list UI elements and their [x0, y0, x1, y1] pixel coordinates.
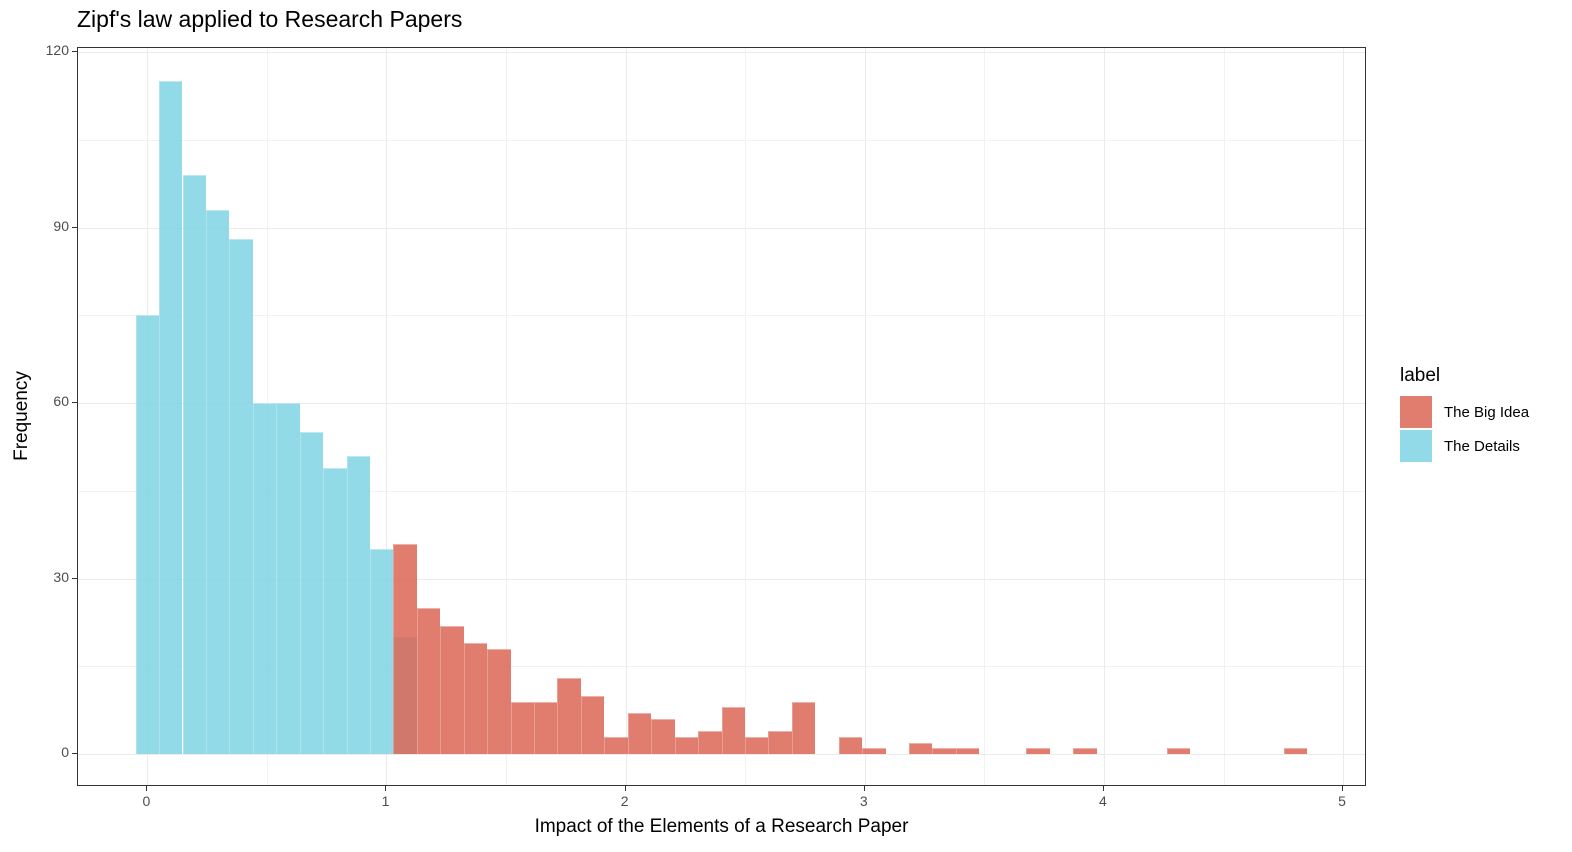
grid-line-minor [984, 48, 986, 785]
histogram-bar [651, 719, 675, 755]
histogram-bar [909, 742, 933, 755]
x-tick-label: 3 [859, 793, 868, 809]
x-tick-mark [1342, 786, 1344, 791]
histogram-bar [299, 432, 324, 755]
grid-line [78, 52, 1365, 54]
grid-line [1103, 48, 1105, 785]
y-tick-label: 60 [53, 393, 69, 410]
x-tick-label: 2 [620, 793, 629, 809]
histogram-bar [1026, 748, 1050, 755]
histogram-bar [1073, 748, 1097, 755]
x-tick-label: 0 [142, 793, 151, 809]
y-tick-label: 0 [61, 744, 69, 761]
grid-line-minor [1223, 48, 1225, 785]
histogram-bar [276, 403, 300, 755]
grid-line [78, 403, 1365, 405]
histogram-bar [674, 736, 699, 755]
y-axis-label: Frequency [11, 371, 32, 461]
plot-panel [77, 47, 1366, 786]
histogram-bar [159, 81, 183, 755]
x-tick-label: 1 [381, 793, 390, 809]
grid-line [78, 578, 1365, 580]
legend-label: The Details [1444, 437, 1520, 455]
histogram-bar [768, 730, 792, 755]
histogram-bar [393, 543, 417, 755]
y-tick-mark [72, 51, 77, 53]
histogram-bar [463, 643, 488, 755]
histogram-bar [721, 707, 745, 755]
histogram-bar [791, 701, 816, 755]
histogram-bar [487, 648, 511, 755]
x-tick-mark [385, 786, 387, 791]
y-tick-mark [72, 226, 77, 228]
grid-line [1343, 48, 1345, 785]
histogram-bar [580, 695, 605, 755]
histogram-bar [1166, 748, 1191, 755]
chart-title: Zipf's law applied to Research Papers [77, 6, 463, 32]
x-tick-mark [1102, 786, 1104, 791]
histogram-bar [182, 174, 206, 755]
histogram-bar [510, 701, 535, 755]
y-tick-label: 30 [53, 568, 69, 585]
legend-label: The Big Idea [1444, 403, 1530, 421]
grid-line-minor [78, 315, 1365, 317]
y-tick-mark [72, 753, 77, 755]
histogram-bar [604, 736, 628, 755]
grid-line-minor [78, 139, 1365, 141]
legend-swatch-details [1400, 430, 1432, 462]
histogram-bar [932, 748, 956, 755]
grid-line [386, 48, 388, 785]
histogram-bar [252, 403, 277, 755]
legend-swatch-big-idea [1400, 396, 1432, 428]
grid-line-minor [745, 48, 747, 785]
grid-line [625, 48, 627, 785]
grid-line [78, 227, 1365, 229]
legend-title: label [1400, 365, 1441, 386]
histogram-bar [698, 730, 722, 755]
histogram-bar [955, 748, 980, 755]
y-tick-label: 90 [53, 217, 69, 234]
legend-item-big-idea: The Big Idea [1400, 395, 1529, 429]
histogram-bar [534, 701, 558, 755]
x-axis-label: Impact of the Elements of a Research Pap… [534, 816, 909, 837]
grid-line [78, 754, 1365, 756]
histogram-bar [346, 455, 370, 755]
histogram-bar [838, 736, 863, 755]
legend-item-details: The Details [1400, 429, 1529, 463]
grid-line [864, 48, 866, 785]
histogram-bar [557, 678, 581, 755]
grid-line-minor [78, 666, 1365, 668]
histogram-bar [229, 239, 253, 755]
x-tick-mark [146, 786, 148, 791]
grid-line-minor [506, 48, 508, 785]
y-tick-label: 120 [45, 42, 69, 59]
histogram-bar [205, 210, 230, 755]
histogram-bar [1284, 748, 1308, 755]
legend: label The Big Idea The Details [1400, 365, 1529, 463]
x-tick-label: 5 [1338, 793, 1346, 809]
x-tick-mark [624, 786, 626, 791]
grid-line-minor [78, 490, 1365, 492]
histogram-bar [323, 467, 347, 755]
histogram-bar [135, 315, 160, 755]
histogram-bar [369, 549, 394, 755]
x-tick-label: 4 [1099, 793, 1107, 809]
histogram-bar [416, 607, 441, 755]
histogram-bar [627, 713, 652, 755]
histogram-bar [744, 736, 769, 755]
x-tick-mark [863, 786, 865, 791]
histogram-bar [440, 625, 464, 755]
y-tick-mark [72, 577, 77, 579]
y-tick-mark [72, 402, 77, 404]
histogram-bar [862, 748, 886, 755]
